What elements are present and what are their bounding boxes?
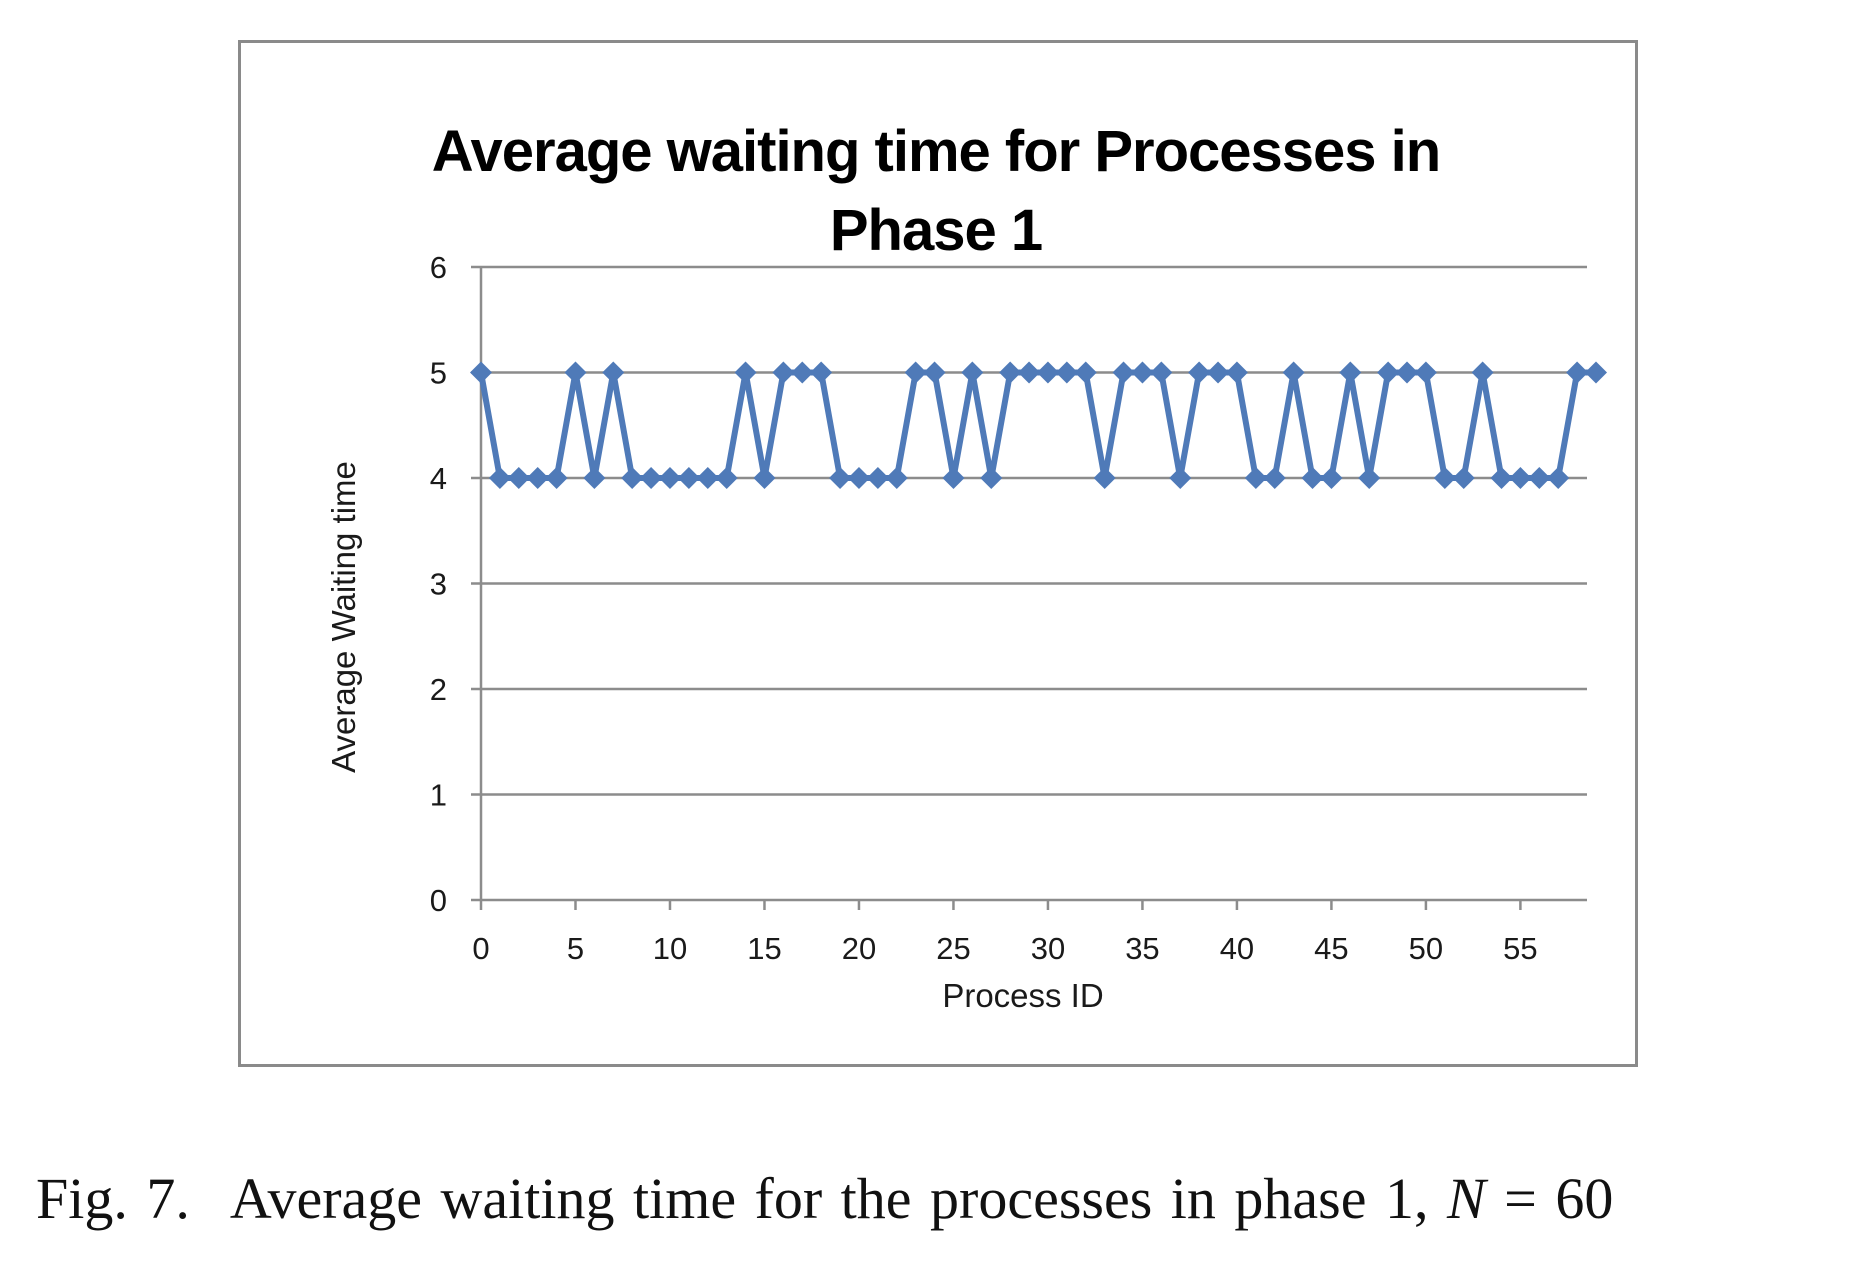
data-point-53 (1471, 361, 1494, 384)
data-point-40 (1225, 361, 1248, 384)
chart-title-line1: Average waiting time for Processes in (432, 119, 1440, 184)
data-point-18 (810, 361, 833, 384)
data-point-43 (1282, 361, 1305, 384)
data-point-39 (1207, 361, 1230, 384)
data-point-14 (734, 361, 757, 384)
y-tick-label-0: 0 (430, 883, 447, 918)
data-point-51 (1433, 467, 1456, 489)
data-point-31 (1055, 361, 1078, 384)
data-point-11 (677, 467, 700, 489)
data-point-48 (1377, 361, 1400, 384)
x-tick-label-45: 45 (1314, 931, 1348, 966)
data-point-34 (1112, 361, 1135, 384)
x-tick-label-10: 10 (653, 931, 687, 966)
data-point-4 (545, 467, 568, 489)
data-point-41 (1244, 467, 1267, 489)
caption-math-rest: = 60 (1485, 1166, 1614, 1231)
x-tick-label-50: 50 (1409, 931, 1443, 966)
chart-title-line2: Phase 1 (830, 198, 1042, 263)
y-tick-label-2: 2 (430, 672, 447, 707)
data-point-22 (885, 467, 908, 489)
data-point-30 (1036, 361, 1059, 384)
y-tick-label-4: 4 (430, 461, 447, 496)
data-point-44 (1301, 467, 1324, 489)
data-point-36 (1150, 361, 1173, 384)
chart-frame: Average waiting time for Processes in Ph… (238, 40, 1638, 1067)
y-tick-label-3: 3 (430, 567, 447, 602)
data-point-38 (1188, 361, 1211, 384)
y-tick-label-1: 1 (430, 778, 447, 813)
x-axis-label: Process ID (942, 977, 1103, 1014)
figure-caption: Fig. 7. Average waiting time for the proc… (36, 1165, 1826, 1232)
series-line (478, 369, 1596, 481)
data-point-49 (1396, 361, 1419, 384)
series-markers (470, 361, 1607, 489)
data-point-33 (1093, 467, 1116, 489)
data-point-16 (772, 361, 795, 384)
data-point-28 (999, 361, 1022, 384)
data-point-57 (1547, 467, 1570, 489)
data-point-32 (1074, 361, 1097, 384)
y-tick-label-6: 6 (430, 250, 447, 285)
caption-label: Fig. 7. (36, 1166, 190, 1231)
data-point-42 (1263, 467, 1286, 489)
data-point-8 (621, 467, 644, 489)
data-point-5 (564, 361, 587, 384)
data-point-58 (1566, 361, 1589, 384)
caption-math-var: N (1446, 1166, 1486, 1231)
x-tick-label-20: 20 (842, 931, 876, 966)
data-point-37 (1169, 467, 1192, 489)
data-point-17 (791, 361, 814, 384)
x-tick-label-0: 0 (472, 931, 489, 966)
data-point-24 (923, 361, 946, 384)
data-point-50 (1414, 361, 1437, 384)
data-point-46 (1339, 361, 1362, 384)
data-point-23 (904, 361, 927, 384)
data-point-9 (640, 467, 663, 489)
x-tick-label-30: 30 (1031, 931, 1065, 966)
data-point-15 (753, 467, 776, 489)
data-point-29 (1018, 361, 1041, 384)
data-point-25 (942, 467, 965, 489)
x-tick-label-40: 40 (1220, 931, 1254, 966)
data-point-21 (866, 467, 889, 489)
data-point-3 (526, 467, 549, 489)
data-point-59 (1585, 361, 1607, 384)
data-point-45 (1320, 467, 1343, 489)
x-tick-label-5: 5 (567, 931, 584, 966)
data-point-19 (829, 467, 852, 489)
series-polyline (478, 369, 1596, 481)
data-point-27 (980, 467, 1003, 489)
line-chart: Average waiting time for Processes in Ph… (325, 119, 1607, 1014)
x-tick-label-55: 55 (1503, 931, 1537, 966)
y-tick-label-5: 5 (430, 356, 447, 391)
data-point-55 (1509, 467, 1532, 489)
data-point-1 (488, 467, 511, 489)
y-axis-label: Average Waiting time (325, 461, 362, 773)
caption-text: Average waiting time for the processes i… (229, 1166, 1447, 1231)
data-point-35 (1131, 361, 1154, 384)
axes (479, 267, 1587, 910)
data-point-54 (1490, 467, 1513, 489)
x-tick-label-15: 15 (747, 931, 781, 966)
data-point-13 (715, 467, 738, 489)
data-point-10 (658, 467, 681, 489)
data-point-6 (583, 467, 606, 489)
data-point-12 (696, 467, 719, 489)
data-point-7 (602, 361, 625, 384)
data-point-0 (470, 361, 492, 384)
data-point-20 (847, 467, 870, 489)
x-tick-label-35: 35 (1125, 931, 1159, 966)
data-point-26 (961, 361, 984, 384)
x-tick-label-25: 25 (936, 931, 970, 966)
data-point-2 (507, 467, 530, 489)
data-point-56 (1528, 467, 1551, 489)
data-point-47 (1358, 467, 1381, 489)
data-point-52 (1452, 467, 1475, 489)
